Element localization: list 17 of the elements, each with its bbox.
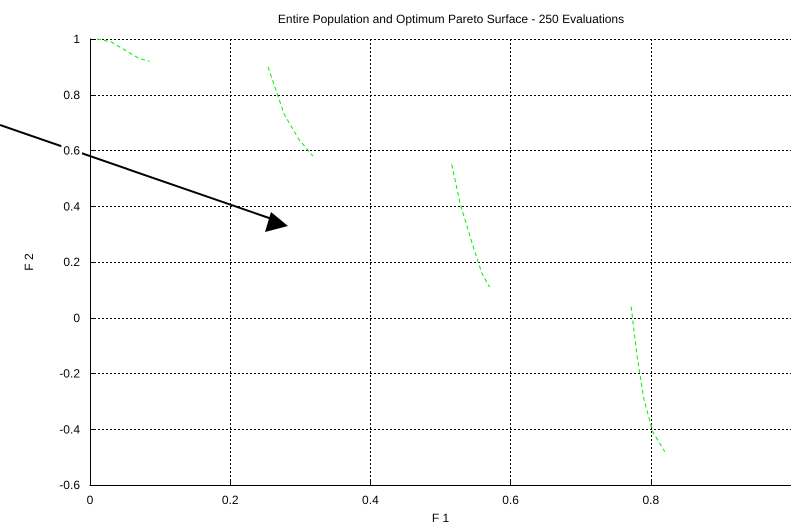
y-tick-label: 0.4 [63,199,80,214]
y-tick-label: 0.2 [63,255,80,270]
x-axis-title: F 1 [432,511,450,525]
x-tick-label: 0.8 [642,493,660,508]
y-tick-label: 0 [73,310,80,325]
y-tick-label: -0.2 [59,366,80,381]
chart-title: Entire Population and Optimum Pareto Surface - 250 Evaluations [278,12,624,26]
x-tick-label: 0.6 [502,493,520,508]
x-tick-label: 0.2 [222,493,239,508]
x-tick-label: 0 [86,493,94,508]
y-axis-title: F 2 [22,253,36,271]
y-tick-label: -0.4 [59,422,80,436]
y-tick-label: 0.8 [63,88,80,102]
y-tick-label: 1 [73,32,80,46]
y-tick-label: 0.6 [63,144,80,158]
y-tick-label: -0.6 [59,478,80,492]
x-tick-label: 0.4 [362,493,380,508]
